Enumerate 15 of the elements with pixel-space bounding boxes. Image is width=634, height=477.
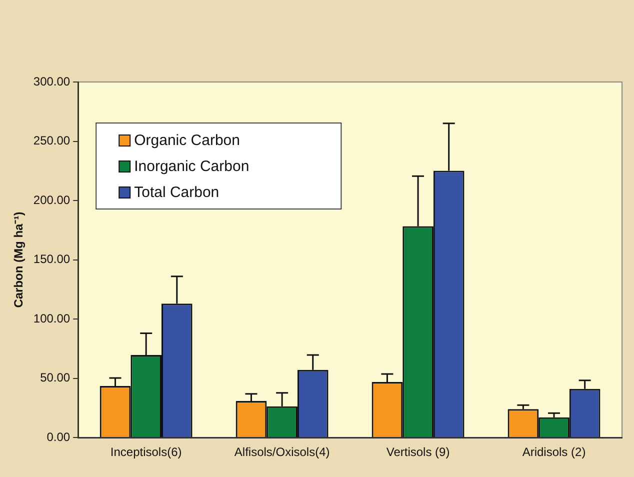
y-tick-label: 200.00 <box>33 192 70 207</box>
legend-label: Organic Carbon <box>134 132 240 150</box>
y-tick-label: 300.00 <box>33 74 70 88</box>
x-tick-label: Alfisols/Oxisols(4) <box>234 445 330 460</box>
y-tick-label: 250.00 <box>33 134 70 148</box>
y-tick-label: 100.00 <box>33 311 70 326</box>
x-tick-label: Inceptisols(6) <box>110 445 182 460</box>
y-axis-title: Carbon (Mg ha⁻¹) <box>12 212 26 308</box>
y-tick-label: 0.00 <box>46 430 70 444</box>
legend-label: Inorganic Carbon <box>134 158 250 176</box>
x-tick-label: Vertisols (9) <box>386 445 450 460</box>
legend-label: Total Carbon <box>134 184 220 202</box>
x-tick-label: Aridisols (2) <box>522 445 586 460</box>
y-tick-label: 150.00 <box>33 252 70 266</box>
y-tick-label: 50.00 <box>40 370 70 385</box>
